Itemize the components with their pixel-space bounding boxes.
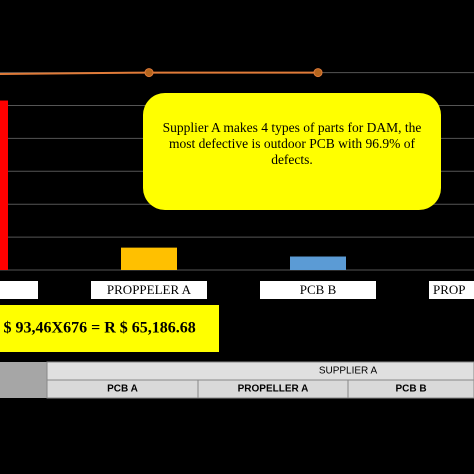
callout (143, 93, 441, 210)
formula-box (0, 305, 219, 352)
table-column: PCB A (107, 384, 138, 395)
bar (0, 100, 8, 270)
category-box (0, 281, 38, 299)
callout-text: Supplier A makes 4 types of parts for DA… (162, 120, 422, 167)
category-box (91, 281, 207, 299)
line-marker (144, 68, 154, 78)
callout-box: Supplier A makes 4 types of parts for DA… (162, 120, 422, 167)
line-marker (313, 68, 323, 78)
x-tick-label: PROP (433, 282, 466, 297)
bar (121, 247, 177, 270)
plot: PROPPELER A PCB B PROP (0, 68, 474, 299)
table-header-cell (46, 361, 474, 381)
category-box (429, 281, 474, 299)
table-corner (0, 362, 47, 398)
bar (290, 256, 346, 270)
table-column: PROPELLER A (238, 384, 309, 395)
table-header: SUPPLIER A (319, 366, 378, 377)
formula: R $ 93,46X676 = R $ 65,186.68 (0, 320, 196, 337)
category-box (260, 281, 376, 299)
x-tick-label: PCB B (300, 282, 337, 297)
table-columns: PCB A PROPELLER A PCB B (46, 379, 474, 399)
table-cell (347, 379, 474, 399)
x-tick-label: PROPPELER A (107, 282, 192, 297)
table-column: PCB B (395, 384, 426, 395)
